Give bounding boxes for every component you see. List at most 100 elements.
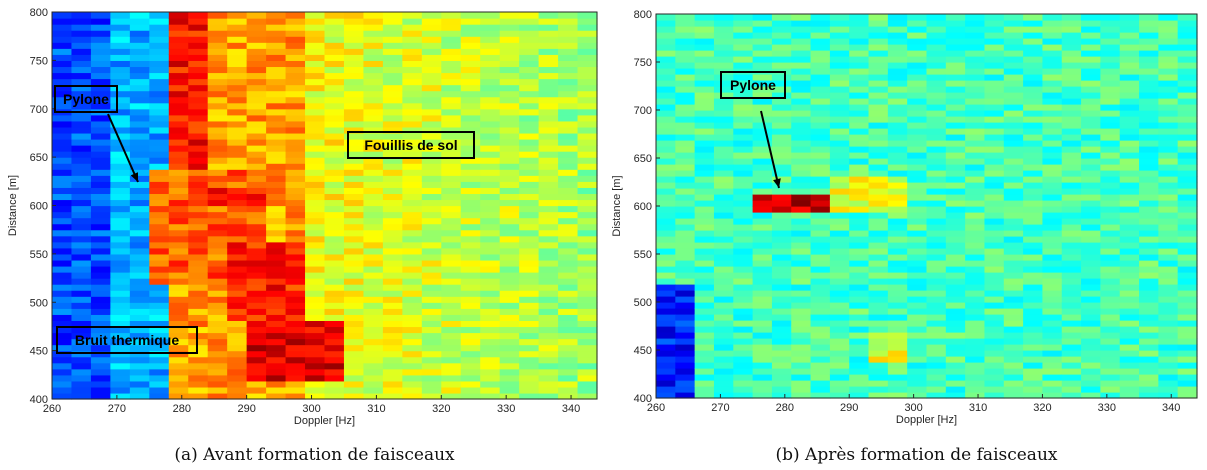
heatmap-cell: [558, 48, 579, 55]
heatmap-cell: [675, 116, 696, 123]
heatmap-cell: [129, 157, 150, 164]
heatmap-cell: [694, 122, 715, 129]
heatmap-cell: [382, 368, 403, 376]
x-tick-label: 300: [302, 403, 320, 415]
heatmap-cell: [577, 181, 598, 188]
heatmap-cell: [829, 116, 850, 123]
heatmap-cell: [207, 169, 228, 176]
heatmap-cell: [52, 24, 73, 31]
heatmap-cell: [887, 332, 908, 339]
heatmap-cell: [887, 242, 908, 249]
heatmap-cell: [129, 60, 150, 68]
heatmap-cell: [965, 158, 986, 165]
heatmap-cell: [1061, 170, 1082, 177]
heatmap-cell: [168, 114, 189, 122]
heatmap-cell: [829, 218, 850, 225]
heatmap-cell: [577, 114, 598, 122]
heatmap-cell: [1119, 230, 1140, 237]
heatmap-cell: [519, 362, 540, 370]
heatmap-cell: [1139, 128, 1159, 135]
heatmap-cell: [829, 242, 850, 249]
heatmap-cell: [71, 96, 92, 104]
heatmap-cell: [1177, 230, 1198, 237]
heatmap-cell: [246, 175, 267, 182]
heatmap-cell: [207, 350, 228, 358]
heatmap-cell: [965, 62, 986, 69]
heatmap-cell: [1061, 212, 1082, 219]
heatmap-cell: [285, 12, 306, 19]
heatmap-cell: [577, 48, 598, 55]
heatmap-cell: [984, 176, 1005, 183]
heatmap-cell: [849, 344, 870, 351]
heatmap-cell: [1177, 380, 1198, 387]
heatmap-cell: [168, 24, 189, 31]
heatmap-cell: [1158, 338, 1179, 345]
heatmap-cell: [188, 96, 209, 104]
heatmap-cell: [752, 224, 773, 231]
heatmap-cell: [984, 356, 1005, 363]
heatmap-cell: [887, 182, 908, 189]
heatmap-cell: [207, 374, 228, 382]
heatmap-cell: [382, 181, 403, 188]
heatmap-cell: [945, 296, 966, 303]
heatmap-cell: [519, 169, 540, 176]
heatmap-cell: [1100, 338, 1121, 345]
heatmap-cell: [558, 96, 579, 104]
heatmap-cell: [752, 266, 773, 273]
heatmap-cell: [52, 265, 73, 273]
heatmap-cell: [733, 182, 754, 189]
heatmap-cell: [246, 199, 267, 207]
heatmap-cell: [558, 157, 579, 164]
heatmap-cell: [656, 338, 676, 345]
heatmap-cell: [1177, 188, 1198, 195]
heatmap-cell: [246, 253, 267, 261]
heatmap-cell: [363, 60, 384, 68]
heatmap-cell: [110, 308, 131, 315]
heatmap-cell: [519, 12, 540, 19]
heatmap-cell: [129, 96, 150, 104]
x-tick-label: 330: [497, 403, 515, 415]
heatmap-cell: [90, 259, 111, 267]
heatmap-cell: [577, 290, 598, 297]
heatmap-cell: [771, 236, 792, 243]
heatmap-cell: [713, 86, 734, 93]
heatmap-cell: [733, 158, 754, 165]
heatmap-cell: [1100, 254, 1121, 261]
heatmap-cell: [771, 14, 792, 21]
heatmap-cell: [1177, 206, 1198, 213]
heatmap-cell: [1100, 92, 1121, 99]
heatmap-cell: [1042, 26, 1063, 33]
heatmap-cell: [285, 217, 306, 225]
heatmap-cell: [868, 266, 889, 273]
heatmap-cell: [519, 151, 540, 158]
heatmap-cell: [1158, 314, 1179, 321]
heatmap-cell: [168, 223, 189, 231]
heatmap-cell: [499, 24, 520, 31]
heatmap-cell: [694, 224, 715, 231]
heatmap-cell: [907, 128, 928, 135]
heatmap-cell: [343, 362, 365, 370]
heatmap-cell: [441, 163, 462, 170]
heatmap-cell: [849, 296, 870, 303]
heatmap-cell: [305, 126, 326, 134]
heatmap-cell: [1119, 122, 1140, 129]
heatmap-cell: [499, 362, 520, 370]
heatmap-cell: [1100, 20, 1121, 27]
heatmap-cell: [168, 344, 189, 352]
heatmap-cell: [1061, 194, 1082, 201]
heatmap-cell: [945, 110, 966, 117]
heatmap-cell: [1177, 314, 1198, 321]
heatmap-cell: [538, 265, 559, 273]
heatmap-cell: [1042, 266, 1063, 273]
heatmap-cell: [227, 120, 248, 128]
heatmap-cell: [363, 84, 384, 92]
heatmap-cell: [246, 290, 267, 297]
heatmap-cell: [227, 199, 248, 207]
heatmap-cell: [343, 102, 365, 110]
heatmap-cell: [305, 187, 326, 195]
heatmap-cell: [207, 193, 228, 201]
heatmap-cell: [129, 344, 150, 352]
heatmap-cell: [656, 260, 676, 267]
heatmap-cell: [829, 266, 850, 273]
heatmap-cell: [266, 181, 287, 188]
